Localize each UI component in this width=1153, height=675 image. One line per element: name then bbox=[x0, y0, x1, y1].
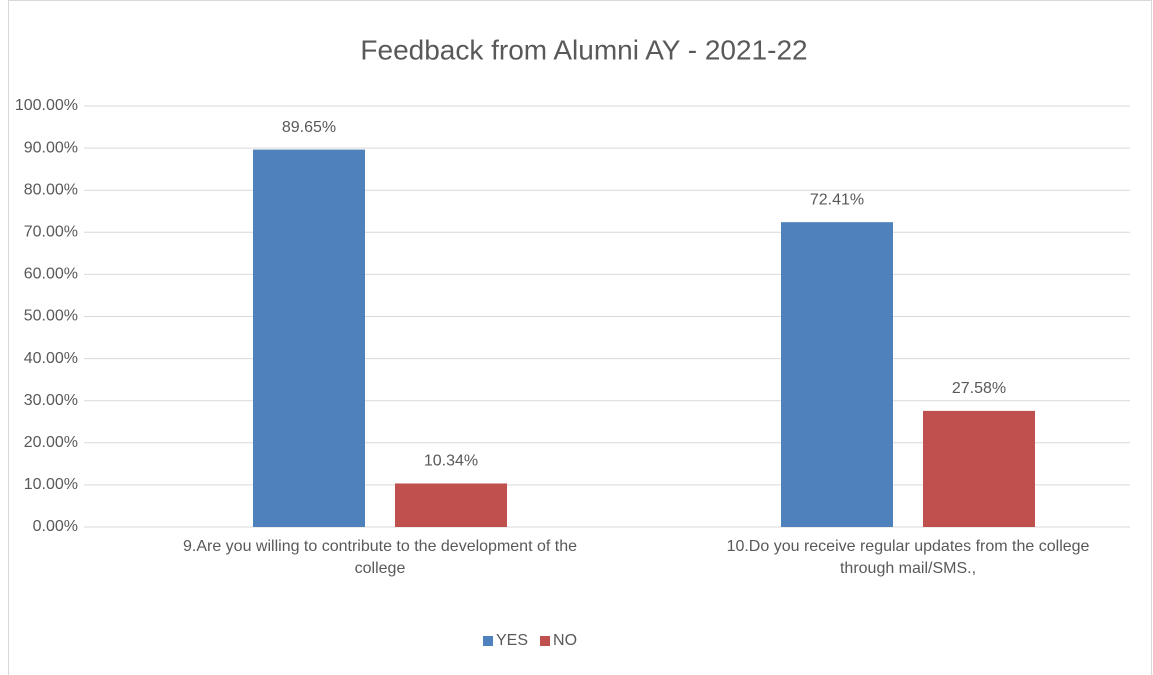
data-label: 89.65% bbox=[282, 119, 336, 136]
x-tick-label: 9.Are you willing to contribute to the d… bbox=[182, 538, 577, 577]
y-tick-label: 20.00% bbox=[24, 434, 78, 451]
x-tick-label: 10.Do you receive regular updates from t… bbox=[726, 538, 1090, 577]
y-tick-label: 50.00% bbox=[24, 308, 78, 325]
y-tick-label: 0.00% bbox=[33, 518, 78, 535]
legend-label: NO bbox=[553, 632, 577, 649]
chart-title: Feedback from Alumni AY - 2021-22 bbox=[360, 34, 807, 65]
legend-label: YES bbox=[496, 632, 528, 649]
data-label: 72.41% bbox=[810, 191, 864, 208]
chart-border bbox=[8, 0, 1152, 675]
data-label: 27.58% bbox=[952, 380, 1006, 397]
y-tick-label: 30.00% bbox=[24, 392, 78, 409]
data-label: 10.34% bbox=[424, 453, 478, 470]
x-tick-label-box: 9.Are you willing to contribute to the d… bbox=[182, 538, 577, 577]
bar bbox=[781, 222, 893, 527]
y-tick-label: 60.00% bbox=[24, 266, 78, 283]
bar bbox=[395, 483, 507, 527]
bar bbox=[253, 149, 365, 528]
y-tick-label: 80.00% bbox=[24, 181, 78, 198]
bar bbox=[923, 410, 1035, 527]
legend-swatch bbox=[483, 636, 493, 646]
x-tick-label-box: 10.Do you receive regular updates from t… bbox=[726, 538, 1090, 577]
y-tick-label: 40.00% bbox=[24, 350, 78, 367]
y-tick-label: 90.00% bbox=[24, 139, 78, 156]
y-tick-label: 70.00% bbox=[24, 224, 78, 241]
y-tick-label: 10.00% bbox=[24, 476, 78, 493]
y-tick-label: 100.00% bbox=[15, 97, 78, 114]
legend-swatch bbox=[540, 636, 551, 646]
